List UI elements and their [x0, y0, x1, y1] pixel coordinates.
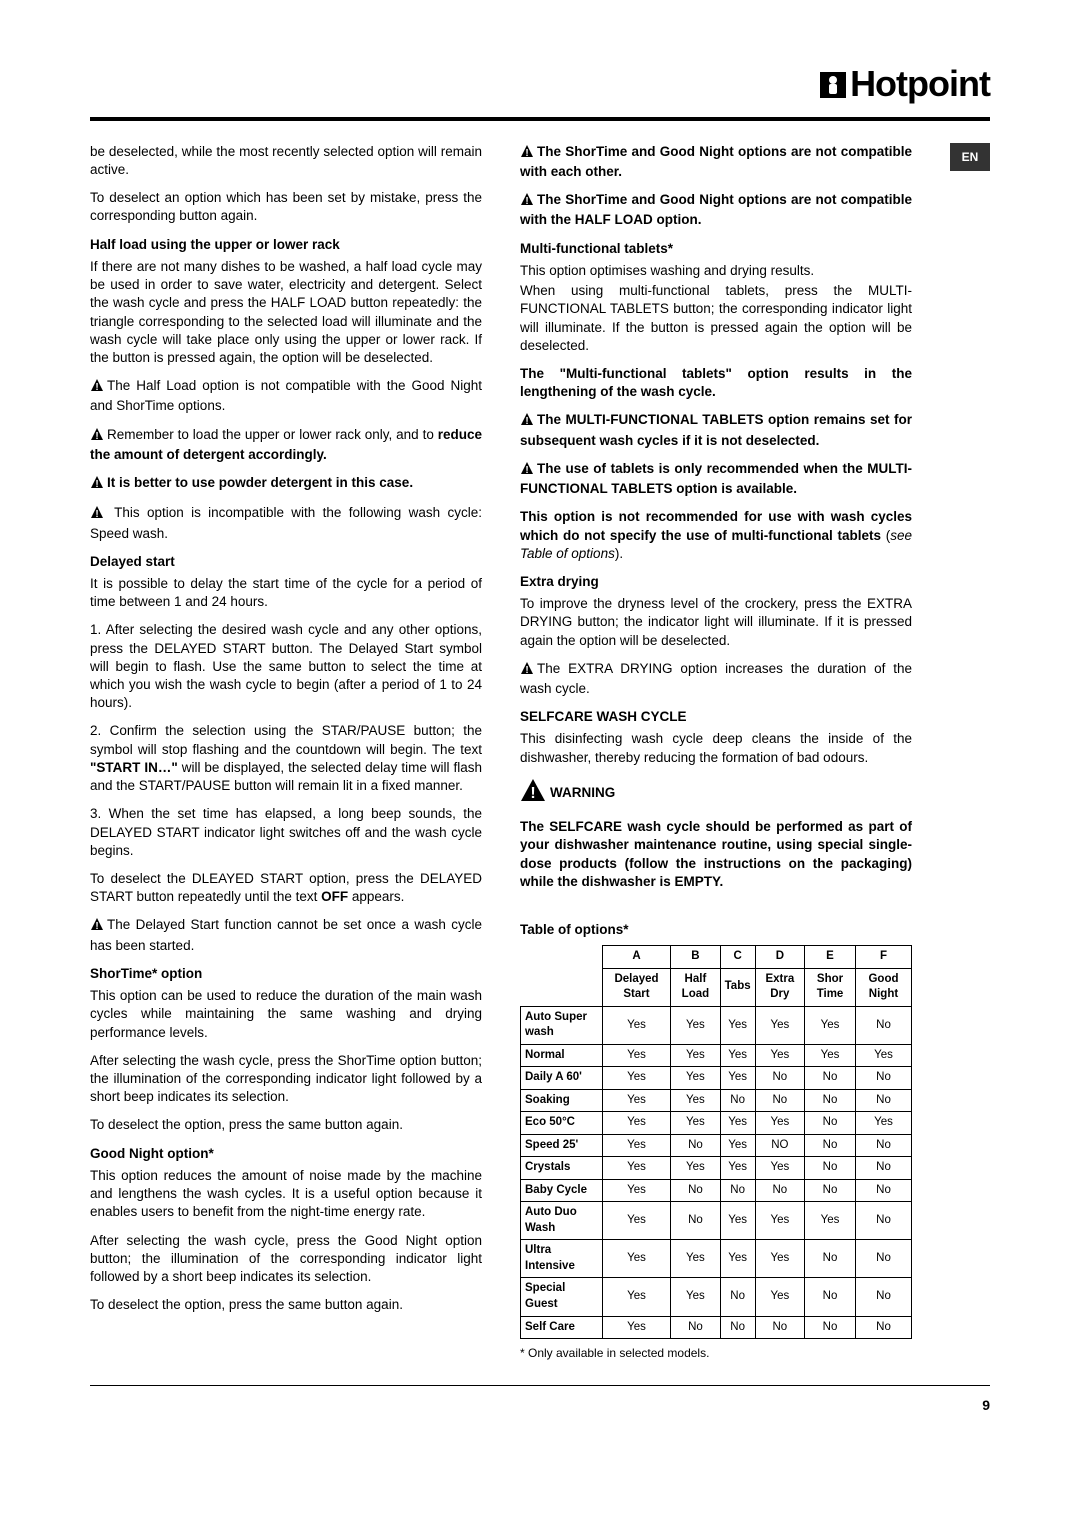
paragraph: To deselect the option, press the same b…: [90, 1296, 482, 1314]
svg-text:!: !: [95, 382, 98, 392]
text: The EXTRA DRYING option increases the du…: [520, 661, 912, 696]
text: The use of tablets is only recommended w…: [520, 461, 912, 496]
text-bold: "START IN…": [90, 760, 178, 775]
paragraph: It is possible to delay the start time o…: [90, 575, 482, 611]
heading-good-night: Good Night option*: [90, 1145, 482, 1163]
right-column: !The ShorTime and Good Night options are…: [520, 143, 912, 1371]
heading-half-load: Half load using the upper or lower rack: [90, 236, 482, 254]
warning-icon: !: [90, 917, 104, 936]
paragraph-bold: The "Multi-functional tablets" option re…: [520, 365, 912, 401]
text: The ShorTime and Good Night options are …: [520, 144, 912, 179]
warning-icon: !: [90, 378, 104, 397]
warning-note: !The Delayed Start function cannot be se…: [90, 916, 482, 954]
paragraph: 2. Confirm the selection using the STAR/…: [90, 722, 482, 795]
svg-text:!: !: [95, 479, 98, 489]
warning-note: ! Remember to load the upper or lower rac…: [90, 426, 482, 464]
warning-icon: !: [520, 144, 534, 163]
paragraph: To deselect an option which has been set…: [90, 189, 482, 225]
svg-text:!: !: [95, 509, 98, 519]
paragraph: be deselected, while the most recently s…: [90, 143, 482, 179]
paragraph: This option is not recommended for use w…: [520, 508, 912, 563]
svg-text:!: !: [530, 785, 535, 802]
language-margin: EN: [950, 143, 990, 1371]
warning-icon: !: [520, 192, 534, 211]
svg-text:!: !: [95, 921, 98, 931]
text: 2. Confirm the selection using the STAR/…: [90, 723, 482, 756]
heading-table-options: Table of options*: [520, 921, 912, 939]
warning-note: !The use of tablets is only recommended …: [520, 460, 912, 498]
text: To deselect the DLEAYED START option, pr…: [90, 871, 482, 904]
paragraph: If there are not many dishes to be washe…: [90, 258, 482, 367]
text-bold: OFF: [321, 889, 348, 904]
text: The ShorTime and Good Night options are …: [520, 192, 912, 227]
text: WARNING: [550, 785, 615, 800]
paragraph: After selecting the wash cycle, press th…: [90, 1052, 482, 1107]
warning-icon-large: !: [520, 777, 546, 808]
footnote: * Only available in selected models.: [520, 1345, 912, 1361]
language-badge: EN: [950, 143, 990, 171]
text: It is better to use powder detergent in …: [107, 475, 413, 490]
paragraph: To improve the dryness level of the croc…: [520, 595, 912, 650]
paragraph: When using multi-functional tablets, pre…: [520, 282, 912, 355]
options-table: ABCDEFDelayed StartHalf LoadTabsExtra Dr…: [520, 945, 912, 1339]
footer-rule: [90, 1385, 990, 1386]
paragraph: 3. When the set time has elapsed, a long…: [90, 805, 482, 860]
text: This option is incompatible with the fol…: [90, 505, 482, 540]
header-rule: [90, 117, 990, 121]
paragraph: This option can be used to reduce the du…: [90, 987, 482, 1042]
paragraph: 1. After selecting the desired wash cycl…: [90, 621, 482, 712]
text: The MULTI-FUNCTIONAL TABLETS option rema…: [520, 412, 912, 447]
brand-logo: Hotpoint: [90, 60, 990, 111]
warning-icon: !: [90, 427, 104, 446]
text: The Delayed Start function cannot be set…: [90, 917, 482, 952]
warning-note: !The Half Load option is not compatible …: [90, 377, 482, 415]
paragraph: To deselect the option, press the same b…: [90, 1116, 482, 1134]
text: ).: [615, 546, 623, 561]
svg-text:!: !: [525, 148, 528, 158]
warning-icon: !: [90, 475, 104, 494]
heading-extra-drying: Extra drying: [520, 573, 912, 591]
svg-text:!: !: [95, 431, 98, 441]
text-bold: This option is not recommended for use w…: [520, 509, 912, 542]
heading-selfcare: SELFCARE WASH CYCLE: [520, 708, 912, 726]
paragraph: After selecting the wash cycle, press th…: [90, 1232, 482, 1287]
page-number: 9: [90, 1396, 990, 1415]
warning-note: !The ShorTime and Good Night options are…: [520, 143, 912, 181]
warning-note: ! This option is incompatible with the f…: [90, 504, 482, 542]
warning-icon: !: [520, 412, 534, 431]
warning-note: !The MULTI-FUNCTIONAL TABLETS option rem…: [520, 411, 912, 449]
warning-body: The SELFCARE wash cycle should be perfor…: [520, 818, 912, 891]
warning-icon: !: [520, 461, 534, 480]
heading-multi-tablets: Multi-functional tablets*: [520, 240, 912, 258]
warning-heading: ! WARNING: [520, 777, 912, 808]
text: appears.: [348, 889, 404, 904]
brand-icon: [820, 62, 846, 111]
text: (: [881, 528, 890, 543]
svg-text:!: !: [525, 416, 528, 426]
heading-shortime: ShorTime* option: [90, 965, 482, 983]
warning-note: ! It is better to use powder detergent in…: [90, 474, 482, 494]
text: The Half Load option is not compatible w…: [90, 378, 482, 413]
paragraph: This option optimises washing and drying…: [520, 262, 912, 280]
heading-delayed-start: Delayed start: [90, 553, 482, 571]
brand-text: Hotpoint: [850, 63, 990, 104]
text: Remember to load the upper or lower rack…: [107, 427, 438, 442]
paragraph: To deselect the DLEAYED START option, pr…: [90, 870, 482, 906]
svg-text:!: !: [525, 465, 528, 475]
warning-icon: !: [90, 505, 104, 524]
warning-note: !The EXTRA DRYING option increases the d…: [520, 660, 912, 698]
paragraph: This option reduces the amount of noise …: [90, 1167, 482, 1222]
left-column: be deselected, while the most recently s…: [90, 143, 482, 1371]
warning-icon: !: [520, 661, 534, 680]
paragraph: This disinfecting wash cycle deep cleans…: [520, 730, 912, 766]
svg-text:!: !: [525, 665, 528, 675]
warning-note: !The ShorTime and Good Night options are…: [520, 191, 912, 229]
svg-text:!: !: [525, 196, 528, 206]
